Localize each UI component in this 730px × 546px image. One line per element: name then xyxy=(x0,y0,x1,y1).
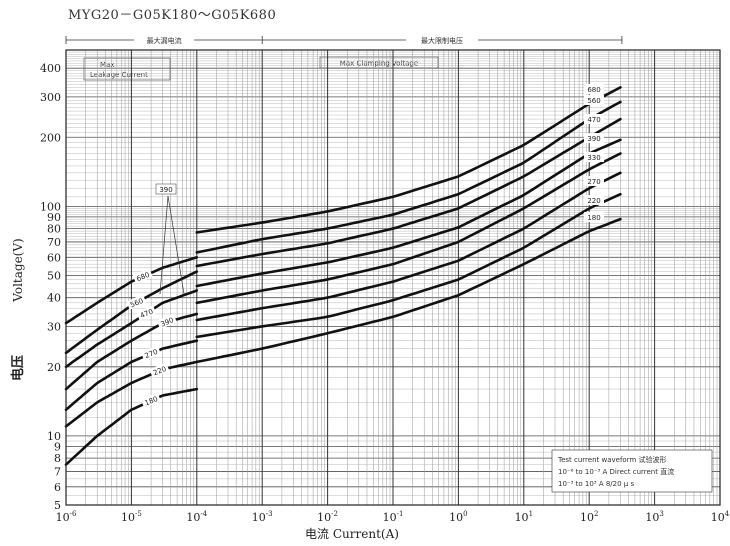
chart-title: MYG20－G05K180～G05K680 xyxy=(68,8,276,23)
y-tick-label: 60 xyxy=(47,251,61,264)
y-tick-label: 9 xyxy=(54,440,61,453)
clamping-curve-180 xyxy=(195,217,622,364)
leakage-curve-label-group: 560 xyxy=(126,294,147,310)
clamping-curve-label-560: 560 xyxy=(587,97,600,105)
y-tick-label: 200 xyxy=(40,131,61,144)
y-tick-label: 7 xyxy=(54,465,61,478)
y-tick-label: 400 xyxy=(40,62,61,75)
clamping-label-bg xyxy=(584,84,604,94)
leakage-curve-label-470: 470 xyxy=(139,308,154,320)
y-tick-label: 8 xyxy=(54,452,61,465)
x-tick-label: 10-6 xyxy=(56,510,77,524)
y-axis-label-en: Voltage(V) xyxy=(11,238,25,302)
x-tick-label: 10-5 xyxy=(121,510,142,524)
leakage-curve-label-bg xyxy=(149,362,170,378)
y-tick-label: 80 xyxy=(47,223,61,236)
clamping-curve-270 xyxy=(195,171,622,322)
clamping-curve-label-220: 220 xyxy=(587,197,600,205)
y-tick-label: 10 xyxy=(47,430,61,443)
legend-line: Test current waveform 试验波形 xyxy=(557,455,667,464)
clamping-curve-560 xyxy=(195,100,622,254)
y-tick-label: 30 xyxy=(47,320,61,333)
leakage-curve-470 xyxy=(64,289,199,369)
x-tick-label: 10-2 xyxy=(317,510,338,524)
curves: 6805604703902702201806805604703903302702… xyxy=(64,84,622,466)
leakage-curve-label-group: 220 xyxy=(149,362,170,378)
clamping-curve-label-330: 330 xyxy=(587,154,600,162)
y-tick-label: 50 xyxy=(47,269,61,282)
clamping-label-bg xyxy=(584,152,604,162)
leakage-curve-label-group: 680 xyxy=(132,268,153,284)
clamping-region-label: 最大限制电压 xyxy=(421,36,463,45)
clamping-label-bg xyxy=(584,195,604,205)
y-axis-label-cn: 电压 xyxy=(10,355,26,381)
leakage-curve-label-bg xyxy=(156,313,177,330)
grid xyxy=(65,49,721,506)
clamping-curve-label-270: 270 xyxy=(587,178,600,186)
leakage-box-line1: Max xyxy=(100,61,114,69)
leakage-curve-180 xyxy=(64,387,199,466)
leakage-curve-label-680: 680 xyxy=(135,271,150,283)
leakage-curve-label-group: 470 xyxy=(136,305,157,321)
clamping-label-bg xyxy=(584,133,604,143)
callout-390-line xyxy=(167,195,185,295)
callout-390-box xyxy=(155,183,177,195)
x-tick-label: 10-4 xyxy=(186,510,207,524)
x-tick-label: 104 xyxy=(711,510,730,524)
x-tick-label: 102 xyxy=(580,510,598,524)
plot-frame xyxy=(65,49,721,506)
x-tick-label: 101 xyxy=(515,510,533,524)
y-tick-label: 100 xyxy=(40,200,61,213)
y-tick-label: 70 xyxy=(47,236,61,249)
x-tick-label: 10-1 xyxy=(383,510,404,524)
callout-390-label: 390 xyxy=(159,186,172,194)
leakage-curve-680 xyxy=(64,256,199,325)
clamping-label-bg xyxy=(584,114,604,124)
x-tick-label: 103 xyxy=(645,510,663,524)
x-axis-label: 电流 Current(A) xyxy=(305,527,399,541)
region-label-bg xyxy=(134,34,195,45)
clamping-label-bg xyxy=(584,95,604,105)
leakage-curve-270 xyxy=(64,339,199,411)
y-tick-label: 6 xyxy=(54,481,61,494)
clamping-curve-390 xyxy=(195,138,622,288)
leakage-curve-220 xyxy=(64,360,199,428)
leakage-curve-label-bg xyxy=(140,345,161,361)
leakage-box-line2: Leakage Current xyxy=(90,71,148,79)
leakage-curve-label-bg xyxy=(132,268,153,284)
clamping-curve-label-680: 680 xyxy=(587,86,600,94)
clamping-curve-label-390: 390 xyxy=(587,135,600,143)
x-tick-label: 100 xyxy=(449,510,467,524)
clamping-curve-470 xyxy=(195,117,622,268)
legend-box: Test current waveform 试验波形 10⁻⁶ to 10⁻³ A… xyxy=(551,449,713,493)
leakage-curve-label-bg xyxy=(140,392,161,408)
clamping-curve-label-180: 180 xyxy=(587,214,600,222)
clamping-curve-220 xyxy=(195,192,622,339)
y-tick-label: 40 xyxy=(47,292,61,305)
leakage-region-label: 最大漏电流 xyxy=(147,36,182,45)
clamping-label-bg xyxy=(584,212,604,222)
leakage-curve-label-group: 390 xyxy=(156,313,177,330)
leakage-curve-label-bg xyxy=(126,294,147,310)
leakage-curve-label-bg xyxy=(136,305,157,321)
callout-390-line xyxy=(159,195,169,295)
clamping-curve-680 xyxy=(195,86,622,234)
clamping-curve-330 xyxy=(195,152,622,305)
y-tick-label: 90 xyxy=(47,211,61,224)
legend-line: 10⁻⁶ to 10⁻³ A Direct current 直流 xyxy=(558,467,674,476)
x-tick-label: 10-3 xyxy=(252,510,273,524)
y-tick-label: 300 xyxy=(40,91,61,104)
clamping-label-bg xyxy=(584,176,604,186)
legend-line: 10⁻³ to 10³ A 8/20 μ s xyxy=(558,480,634,488)
clamping-curve-label-470: 470 xyxy=(587,116,600,124)
region-label-bg xyxy=(406,34,479,45)
y-tick-label: 5 xyxy=(54,499,61,512)
legend-frame xyxy=(551,449,713,493)
y-tick-label: 20 xyxy=(47,361,61,374)
